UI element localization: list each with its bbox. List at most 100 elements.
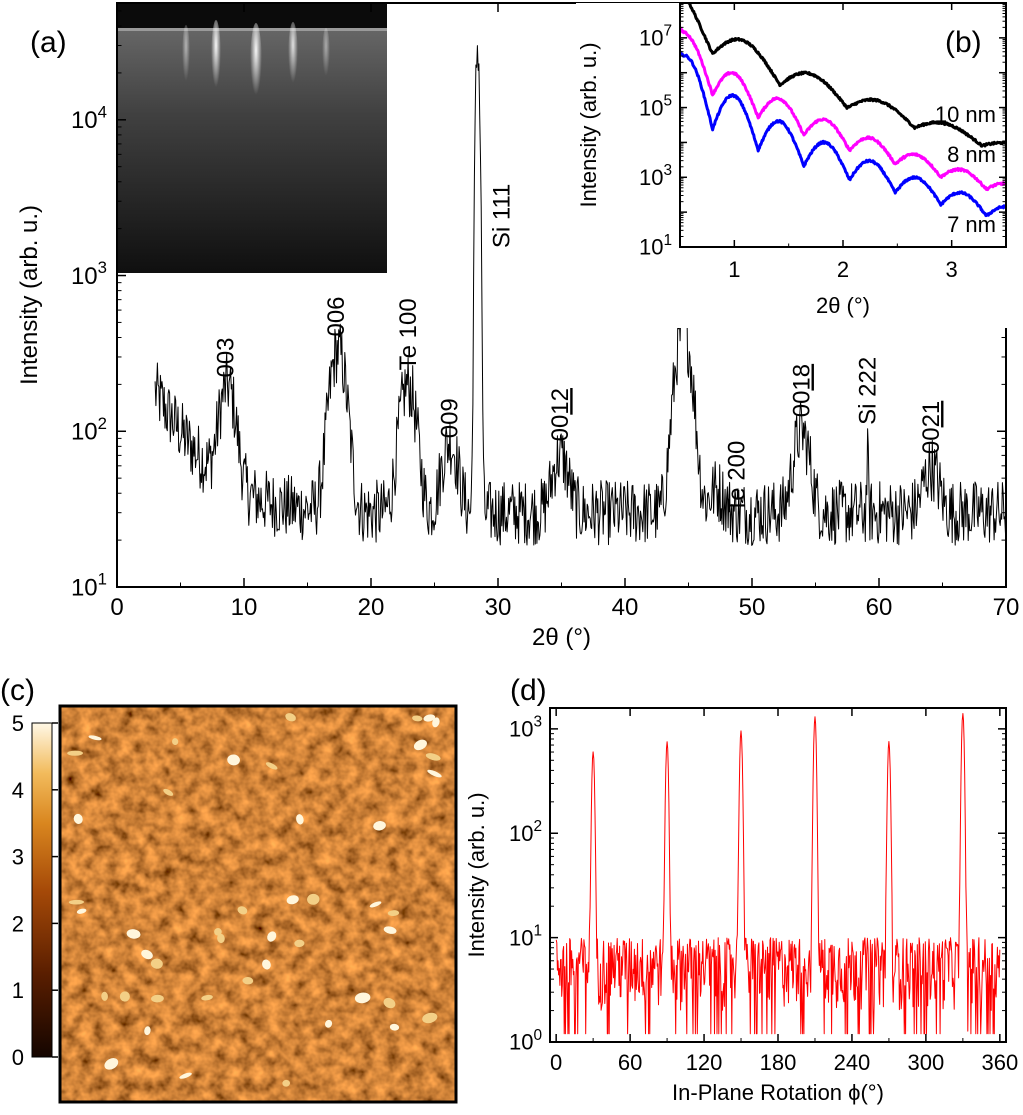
panel-d: (d) 0 60 120 180 240 300 360 100 101 102 103 In-Pla… <box>464 674 1018 1105</box>
afm-bright-grain <box>119 991 130 1002</box>
afm-bright-grain <box>150 958 163 969</box>
y-tick-label: 100 <box>509 1027 542 1055</box>
y-tick-label: 105 <box>639 92 672 120</box>
y-tick-label: 103 <box>639 162 672 190</box>
x-tick-label: 60 <box>866 594 893 621</box>
afm-bright-grain <box>104 1058 119 1070</box>
afm-bright-grain <box>265 762 278 770</box>
colorbar-tick-label: 4 <box>12 778 24 803</box>
x-tick-label: 20 <box>358 594 385 621</box>
afm-bright-grain <box>412 715 423 722</box>
series-label: 8 nm <box>947 142 996 167</box>
x-axis-title: In-Plane Rotation ϕ(°) <box>672 1080 884 1105</box>
colorbar-tick-label: 3 <box>12 845 24 870</box>
panel-label-b: (b) <box>945 26 982 59</box>
x-tick-label: 40 <box>612 594 639 621</box>
x-tick-label: 50 <box>739 594 766 621</box>
x-axis-title: 2θ (°) <box>532 624 591 651</box>
peak-label: Si 111 <box>489 184 516 249</box>
x-tick-label: 300 <box>908 1050 945 1075</box>
y-tick-label: 101 <box>639 232 672 260</box>
y-tick-label: 107 <box>639 23 672 51</box>
afm-bright-grain <box>387 910 400 916</box>
panel-c: (c) 0 1 2 3 4 5 <box>0 674 458 1104</box>
afm-bright-grain <box>214 928 222 936</box>
afm-bright-grain <box>389 1023 400 1031</box>
afm-bright-grain <box>383 926 397 934</box>
afm-bright-grain <box>76 908 87 914</box>
peak-label: 003 <box>212 337 239 377</box>
y-tick-label: 102 <box>71 414 107 446</box>
afm-bright-grain <box>307 893 320 905</box>
afm-bright-grain <box>141 949 153 960</box>
afm-bright-grain <box>413 739 427 751</box>
afm-bright-grain <box>67 750 83 756</box>
y-tick-label: 104 <box>71 102 107 134</box>
x-tick-label: 3 <box>946 257 958 282</box>
afm-bright-grain <box>422 1012 438 1024</box>
afm-bright-grain <box>369 901 382 908</box>
afm-bright-grain <box>179 1072 192 1079</box>
peak-label: Si 222 <box>855 357 882 425</box>
afm-bright-grain <box>242 977 254 985</box>
axes-frame-d <box>549 707 1007 1043</box>
colorbar-tick-label: 5 <box>12 711 24 736</box>
peak-label: 0012 <box>547 388 574 441</box>
x-tick-label: 2 <box>837 257 849 282</box>
phi-scan-trace <box>555 713 1001 1035</box>
series-label: 7 nm <box>947 212 996 237</box>
series-label: 10 nm <box>935 102 996 127</box>
afm-bright-grain <box>68 899 84 905</box>
afm-bright-grain <box>296 814 304 825</box>
x-tick-label: 30 <box>485 594 512 621</box>
afm-bright-grain <box>151 994 164 1003</box>
rheed-inset-image <box>117 3 387 273</box>
xrd-trace <box>154 45 1006 546</box>
afm-bright-grain <box>294 939 305 948</box>
afm-bright-grain <box>432 717 440 728</box>
x-tick-label: 240 <box>834 1050 871 1075</box>
afm-bright-grain <box>227 754 240 766</box>
colorbar-tick-label: 2 <box>12 911 24 936</box>
x-tick-label: 0 <box>550 1050 562 1075</box>
xrr-series-line <box>680 50 1006 218</box>
afm-bright-grain <box>286 895 299 905</box>
afm-bright-grain <box>427 769 442 778</box>
peak-label: Te 100 <box>395 298 422 370</box>
y-axis-title: Intensity (arb. u.) <box>16 205 43 385</box>
peak-label: 0018 <box>789 364 816 417</box>
x-tick-label: 10 <box>231 594 258 621</box>
afm-bright-grain <box>262 959 271 970</box>
x-tick-label: 120 <box>686 1050 723 1075</box>
y-tick-label: 103 <box>71 258 107 290</box>
afm-bright-grain <box>423 714 436 722</box>
panel-b: 10 nm 8 nm 7 nm 1 2 3 101 103 105 107 2θ (°) Intens… <box>576 2 1008 328</box>
panel-label-d: (d) <box>510 674 547 707</box>
afm-bright-grain <box>282 1079 291 1087</box>
afm-bright-grain <box>354 992 371 1004</box>
afm-bright-grain <box>425 753 441 761</box>
peak-label: 006 <box>323 296 350 336</box>
peak-label: Te 200 <box>723 441 750 513</box>
y-tick-label: 103 <box>509 714 542 742</box>
y-tick-label: 101 <box>71 570 107 602</box>
x-tick-label: 60 <box>618 1050 642 1075</box>
panel-label-c: (c) <box>0 674 35 707</box>
afm-bright-grain <box>383 997 396 1009</box>
x-tick-label: 360 <box>981 1050 1018 1075</box>
afm-bright-grain <box>144 1026 151 1036</box>
peak-label: 009 <box>437 398 464 438</box>
afm-bright-grain <box>237 906 248 915</box>
afm-bright-grain <box>88 735 102 741</box>
x-tick-label: 180 <box>760 1050 797 1075</box>
afm-bright-grain <box>73 813 83 824</box>
x-tick-label: 0 <box>110 594 123 621</box>
xrr-series-line <box>680 26 1006 191</box>
peak-label: 0021 <box>918 401 945 454</box>
y-tick-label: 101 <box>509 922 542 950</box>
x-axis-title: 2θ (°) <box>816 293 870 318</box>
afm-bright-grain <box>267 931 277 942</box>
afm-bright-grain <box>324 1019 333 1028</box>
x-tick-label: 1 <box>728 257 740 282</box>
